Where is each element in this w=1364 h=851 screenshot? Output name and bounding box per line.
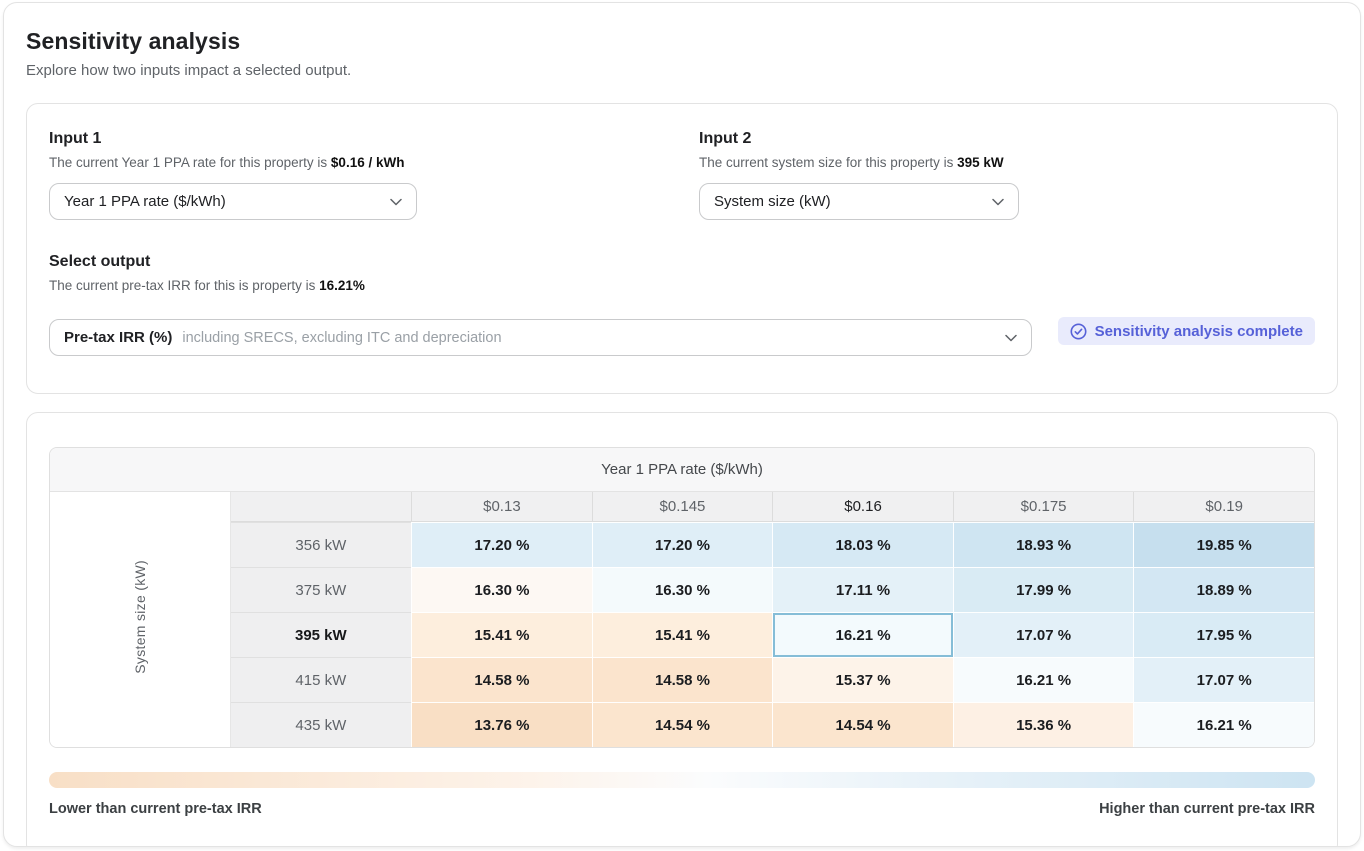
heatmap-cell: 13.76 % [411,702,592,747]
heatmap-cell: 15.37 % [772,657,953,702]
row-header: 375 kW [230,567,412,612]
heatmap-cell: 17.99 % [952,567,1134,612]
column-header: $0.19 [1133,492,1314,522]
heatmap-cell: 15.41 % [411,612,592,657]
chevron-down-icon [390,198,402,205]
chevron-down-icon [992,198,1004,205]
heatmap-cell: 15.41 % [591,612,773,657]
heatmap-cell: 18.89 % [1133,567,1314,612]
inputs-card: Input 1 The current Year 1 PPA rate for … [26,103,1338,394]
heatmap-title: Year 1 PPA rate ($/kWh) [50,448,1314,492]
y-axis-label: System size (kW) [50,492,231,747]
heatmap-cell: 17.20 % [411,522,592,567]
heatmap-cell: 14.54 % [591,702,773,747]
input1-select[interactable]: Year 1 PPA rate ($/kWh) [49,183,417,220]
heatmap-cell: 17.11 % [772,567,953,612]
chevron-down-icon [1004,334,1017,341]
sensitivity-table: Year 1 PPA rate ($/kWh) System size (kW) $… [50,448,1314,747]
page-title: Sensitivity analysis [26,28,241,54]
sensitivity-matrix: Year 1 PPA rate ($/kWh) System size (kW) $… [49,447,1315,748]
input1-description-text: The current Year 1 PPA rate for this pro… [49,155,328,170]
output-selected-option: Pre-tax IRR (%) [64,329,173,346]
heatmap-cell: 14.58 % [591,657,773,702]
input1-selected-option: Year 1 PPA rate ($/kWh) [64,193,226,210]
output-current-value: 16.21% [319,278,365,293]
input1-label: Input 1 [49,130,102,147]
row-header: 356 kW [230,522,412,567]
page-subtitle: Explore how two inputs impact a selected… [26,62,352,79]
input1-description: The current Year 1 PPA rate for this pro… [49,155,699,170]
heatmap-cell: 19.85 % [1133,522,1314,567]
heatmap-row: 395 kW 15.41 % 15.41 % 16.21 % 17.07 % 17.95 … [50,612,1314,657]
heatmap-color-scale [49,772,1315,788]
heatmap-cell: 17.20 % [591,522,773,567]
input2-select[interactable]: System size (kW) [699,183,1019,220]
heatmap-row: 435 kW 13.76 % 14.54 % 14.54 % 15.36 % 16.21 … [50,702,1314,747]
heatmap-cell: 18.93 % [952,522,1134,567]
input2-description: The current system size for this propert… [699,155,1315,170]
row-header: 415 kW [230,657,412,702]
output-description: The current pre-tax IRR for this is prop… [49,278,1315,293]
column-header: $0.145 [591,492,773,522]
row-header: 395 kW [230,612,412,657]
output-select[interactable]: Pre-tax IRR (%) including SRECS, excludi… [49,319,1032,356]
heatmap-cell: 15.36 % [952,702,1134,747]
output-label: Select output [49,253,151,270]
check-circle-icon [1070,323,1087,339]
legend-high-label: Higher than current pre-tax IRR [1099,801,1315,817]
heatmap-cell: 18.03 % [772,522,953,567]
heatmap-cell: 16.30 % [411,567,592,612]
input2-current-value: 395 kW [957,155,1004,170]
legend-low-label: Lower than current pre-tax IRR [49,801,262,817]
column-header: $0.16 [772,492,953,522]
heatmap-cell: 17.07 % [952,612,1134,657]
column-header: $0.175 [952,492,1134,522]
matrix-corner-cell [230,492,412,522]
heatmap-cell: 16.30 % [591,567,773,612]
heatmap-cell: 14.54 % [772,702,953,747]
heatmap-cell: 16.21 % [1133,702,1314,747]
input1-group: Input 1 The current Year 1 PPA rate for … [49,130,699,220]
heatmap-cell: 17.95 % [1133,612,1314,657]
input2-selected-option: System size (kW) [714,193,831,210]
row-header: 435 kW [230,702,412,747]
output-description-text: The current pre-tax IRR for this is prop… [49,278,316,293]
heatmap-cell: 17.07 % [1133,657,1314,702]
output-group: Select output The current pre-tax IRR fo… [49,253,1315,356]
input2-description-text: The current system size for this propert… [699,155,954,170]
input1-current-value: $0.16 / kWh [330,155,405,170]
heatmap-cell: 16.21 % [952,657,1134,702]
sensitivity-analysis-panel: Sensitivity analysis Explore how two inp… [3,2,1361,847]
column-header: $0.13 [411,492,592,522]
heatmap-row: 356 kW 17.20 % 17.20 % 18.03 % 18.93 % 19.85 … [50,522,1314,567]
input2-label: Input 2 [699,130,752,147]
output-selected-hint: including SRECS, excluding ITC and depre… [182,329,502,346]
heatmap-card: Year 1 PPA rate ($/kWh) System size (kW) $… [26,412,1338,846]
input2-group: Input 2 The current system size for this… [699,130,1315,220]
heatmap-cell: 14.58 % [411,657,592,702]
heatmap-row: 375 kW 16.30 % 16.30 % 17.11 % 17.99 % 18.89 … [50,567,1314,612]
heatmap-cell-current: 16.21 % [772,612,953,657]
status-badge: Sensitivity analysis complete [1057,317,1315,345]
heatmap-row: 415 kW 14.58 % 14.58 % 15.37 % 16.21 % 17.07 … [50,657,1314,702]
status-badge-label: Sensitivity analysis complete [1094,322,1303,340]
